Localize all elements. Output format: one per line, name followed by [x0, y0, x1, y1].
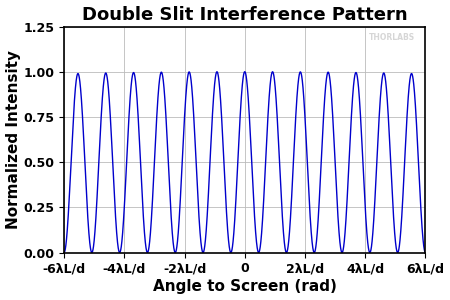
X-axis label: Angle to Screen (rad): Angle to Screen (rad) [153, 279, 337, 294]
Title: Double Slit Interference Pattern: Double Slit Interference Pattern [82, 6, 408, 24]
Text: THORLABS: THORLABS [369, 33, 414, 42]
Y-axis label: Normalized Intensity: Normalized Intensity [5, 50, 21, 229]
